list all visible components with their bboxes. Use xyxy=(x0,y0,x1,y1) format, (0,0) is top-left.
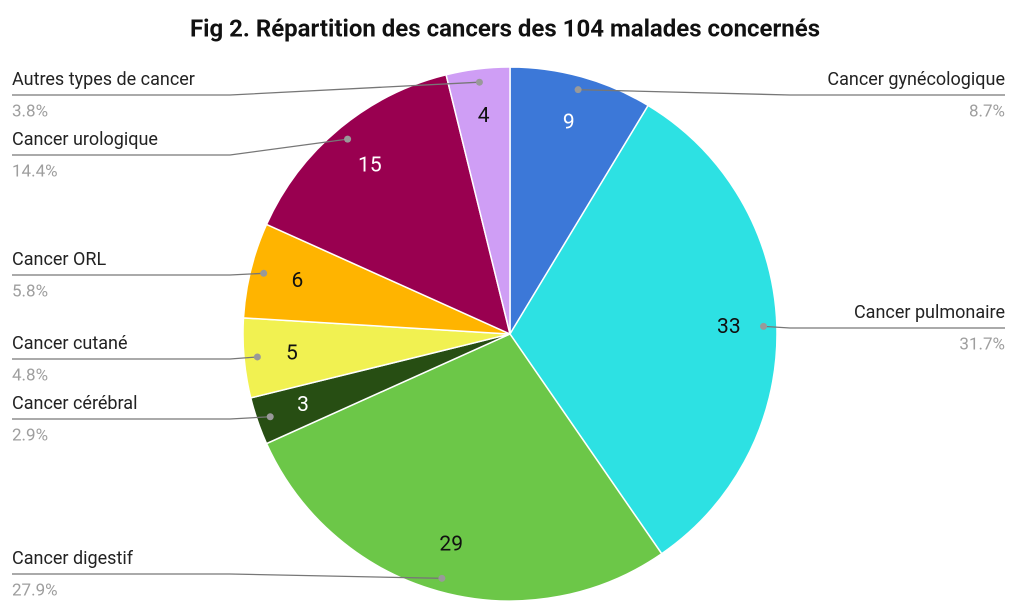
leader-line xyxy=(578,89,1005,96)
leader-line xyxy=(12,416,271,420)
percent-label: 4.8% xyxy=(12,365,48,385)
category-label: Cancer cutané xyxy=(12,333,128,354)
leader-dot xyxy=(438,574,446,582)
pie-slice xyxy=(265,73,512,336)
leader-dot xyxy=(260,269,268,277)
slice-label: 33 xyxy=(717,315,741,339)
category-label: Cancer gynécologique xyxy=(827,69,1005,90)
leader-dot xyxy=(344,135,352,143)
category-label: Cancer pulmonaire xyxy=(854,302,1005,323)
slice-label: 6 xyxy=(292,269,304,293)
leader-dot xyxy=(266,413,274,421)
slice-label: 9 xyxy=(563,111,575,135)
leader-dot xyxy=(253,353,261,361)
category-label: Autres types de cancer xyxy=(12,69,195,90)
slice-label: 5 xyxy=(286,341,298,365)
leader-dot xyxy=(574,86,582,94)
percent-label: 14.4% xyxy=(12,161,58,181)
pie-slice xyxy=(265,333,663,601)
percent-label: 8.7% xyxy=(969,101,1005,121)
category-label: Cancer urologique xyxy=(12,129,158,150)
slice-label: 3 xyxy=(297,393,309,417)
pie-slice xyxy=(445,66,511,335)
pie-slice xyxy=(509,66,650,337)
category-label: Cancer cérébral xyxy=(12,393,137,414)
percent-label: 3.8% xyxy=(12,101,48,121)
leader-line xyxy=(12,81,480,96)
percent-label: 2.9% xyxy=(12,425,48,445)
slice-label: 29 xyxy=(439,532,463,556)
leader-line xyxy=(12,573,442,579)
leader-dot xyxy=(760,322,768,330)
category-label: Cancer digestif xyxy=(12,548,134,569)
leader-line xyxy=(12,138,348,156)
category-label: Cancer ORL xyxy=(12,249,106,270)
leader-line xyxy=(12,272,264,276)
pie-slice xyxy=(509,104,778,555)
leader-line xyxy=(763,325,1005,329)
leader-dot xyxy=(475,78,483,86)
chart-title: Fig 2. Répartition des cancers des 104 m… xyxy=(190,14,820,42)
percent-label: 5.8% xyxy=(12,281,48,301)
leader-line xyxy=(12,356,258,360)
slice-label: 4 xyxy=(478,104,490,128)
slice-label: 15 xyxy=(358,153,382,177)
percent-label: 27.9% xyxy=(12,580,58,600)
percent-label: 31.7% xyxy=(959,334,1005,354)
